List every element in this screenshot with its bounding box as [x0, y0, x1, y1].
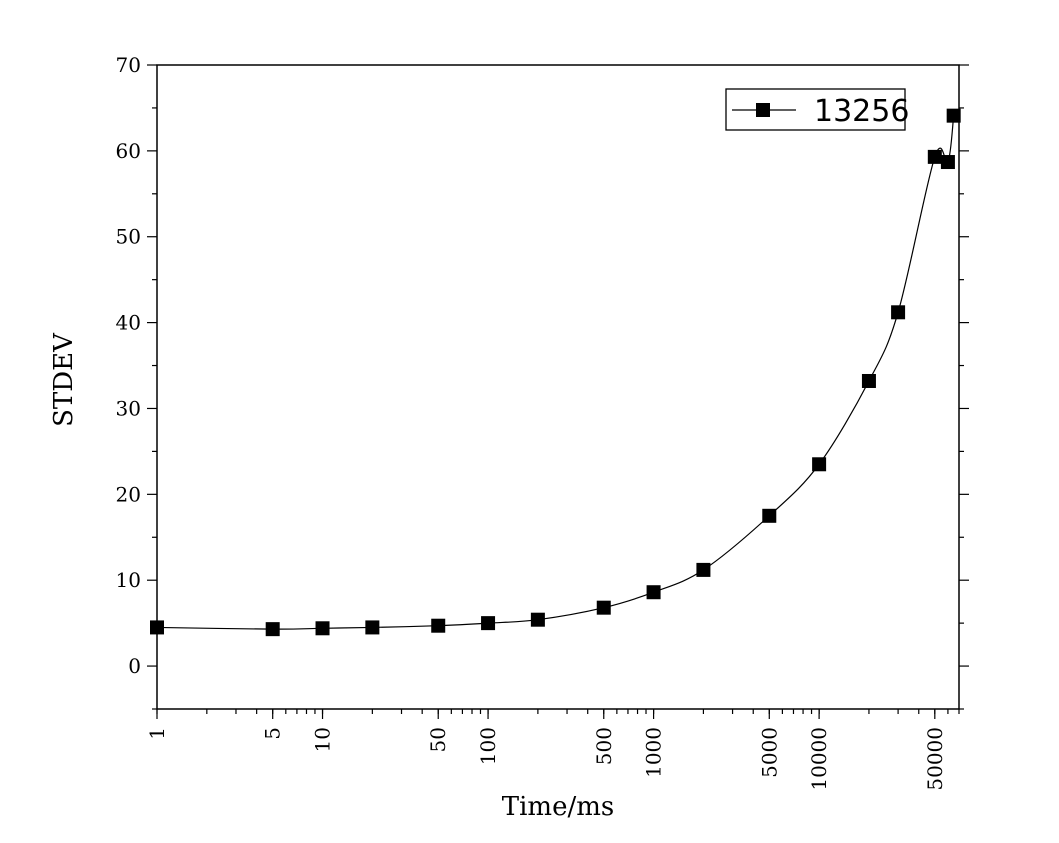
data-point-marker — [481, 616, 496, 631]
x-tick-label: 500 — [592, 727, 616, 765]
y-tick-label: 70 — [116, 53, 141, 77]
y-tick-label: 40 — [116, 311, 141, 335]
plot-frame — [156, 64, 960, 710]
x-tick-label: 50 — [426, 727, 450, 752]
y-tick-label: 0 — [128, 654, 141, 678]
data-point-marker — [812, 457, 827, 472]
x-axis-ticks: 1 5 10 50 100 500 1000 5000 10000 50000 — [145, 709, 960, 791]
x-tick-label: 5 — [261, 727, 285, 740]
data-point-marker — [927, 149, 942, 164]
data-point-marker — [365, 620, 380, 635]
x-tick-label: 100 — [476, 727, 500, 765]
legend: 13256 — [725, 88, 909, 131]
x-tick-label: 10 — [311, 727, 335, 752]
y-axis-title: STDEV — [49, 332, 79, 427]
y-tick-label: 30 — [116, 396, 141, 420]
legend-marker — [756, 103, 770, 117]
x-axis-title: Time/ms — [502, 792, 614, 822]
x-tick-label: 1 — [145, 727, 169, 740]
data-point-marker — [940, 155, 955, 170]
x-tick-label: 1000 — [642, 727, 666, 778]
series-layer — [150, 108, 961, 637]
x-tick-label: 5000 — [757, 727, 781, 778]
data-point-marker — [861, 373, 876, 388]
data-point-marker — [762, 508, 777, 523]
data-point-marker — [530, 612, 545, 627]
y-tick-label: 10 — [116, 568, 141, 592]
y-tick-label: 60 — [116, 139, 141, 163]
data-point-marker — [265, 622, 280, 637]
data-point-marker — [596, 600, 611, 615]
data-point-marker — [891, 305, 906, 320]
y-axis-ticks: 0 10 20 30 40 50 60 70 — [116, 53, 969, 710]
series-line — [156, 115, 955, 630]
data-point-marker — [150, 620, 164, 635]
data-point-marker — [946, 108, 961, 123]
y-tick-label: 50 — [116, 225, 141, 249]
x-tick-label: 50000 — [923, 727, 947, 791]
data-point-marker — [315, 621, 330, 636]
data-point-marker — [696, 562, 711, 577]
legend-entry-label: 13256 — [814, 94, 909, 129]
data-point-marker — [431, 618, 446, 633]
data-point-marker — [646, 585, 661, 600]
y-tick-label: 20 — [116, 482, 141, 506]
x-tick-label: 10000 — [807, 727, 831, 791]
